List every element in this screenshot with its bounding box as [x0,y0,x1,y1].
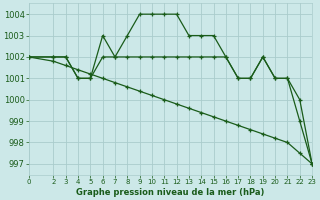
X-axis label: Graphe pression niveau de la mer (hPa): Graphe pression niveau de la mer (hPa) [76,188,265,197]
